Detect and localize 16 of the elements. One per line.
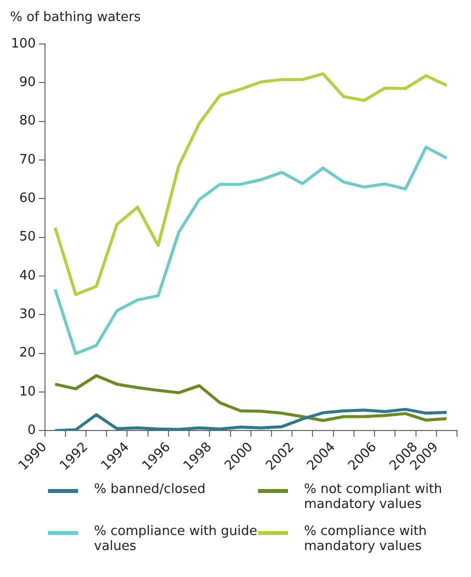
legend-label: % compliance with guide values xyxy=(94,524,258,554)
y-tick-label: 80 xyxy=(19,114,36,129)
y-tick-label: 40 xyxy=(19,268,36,284)
legend-label: % compliance with mandatory values xyxy=(304,524,428,554)
y-tick-label: 20 xyxy=(19,346,36,361)
y-tick-label: 10 xyxy=(19,384,36,400)
y-tick-label: 100 xyxy=(10,36,36,52)
y-tick-label: 0 xyxy=(28,422,36,438)
legend-label: % not compliant with mandatory values xyxy=(304,482,444,512)
y-tick-label: 60 xyxy=(19,191,36,206)
y-tick-label: 50 xyxy=(19,230,36,245)
y-tick-label: 70 xyxy=(19,152,36,168)
y-axis-title: % of bathing waters xyxy=(10,10,141,25)
y-tick-label: 30 xyxy=(19,306,36,322)
legend-label: % banned/closed xyxy=(94,482,206,497)
y-tick-label: 90 xyxy=(19,75,36,90)
